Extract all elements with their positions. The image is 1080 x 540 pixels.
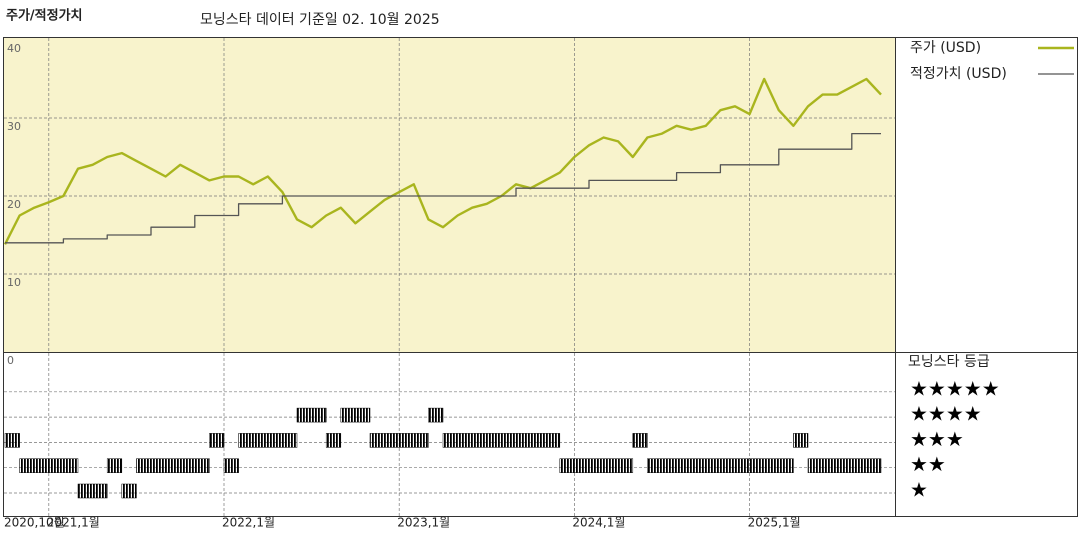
rating-bar (296, 407, 327, 423)
rating-bar (19, 458, 79, 473)
rating-bar (647, 458, 794, 473)
rating-bar (793, 433, 809, 448)
rating-label: ★★★★★ (910, 376, 1000, 400)
plot-background (4, 38, 895, 352)
x-tick-label: 2023,1월 (397, 516, 450, 530)
x-tick-label: 2025,1월 (748, 516, 801, 530)
rating-label: ★★ (910, 452, 946, 476)
rating-bar (4, 433, 20, 448)
rating-bar (223, 458, 239, 473)
y-tick-label: 10 (7, 276, 21, 289)
x-tick-label: 2024,1월 (572, 516, 625, 530)
chart-title: 주가/적정가치 (6, 8, 83, 24)
rating-label: ★★★★ (910, 402, 982, 426)
x-tick-label: 2020,10월 (4, 516, 65, 530)
rating-label: ★ (910, 478, 928, 502)
rating-bar (238, 433, 298, 448)
y-tick-label: 30 (7, 120, 21, 133)
rating-bar (106, 458, 123, 473)
rating-bar (807, 458, 882, 473)
rating-bar (428, 407, 444, 423)
rating-bar (136, 458, 210, 473)
rating-bar (369, 433, 429, 448)
series-line (3, 77, 882, 245)
y-tick-label: 20 (7, 198, 21, 211)
x-tick-label: 2022,1월 (222, 516, 275, 530)
y-tick-label: 40 (7, 42, 21, 55)
legend-label: 주가 (USD) (910, 40, 981, 56)
legend-label: 적정가치 (USD) (910, 66, 1007, 82)
rating-bar (559, 458, 634, 473)
rating-bar (340, 407, 371, 423)
rating-bar (632, 433, 648, 448)
rating-bar (209, 433, 225, 448)
y-tick-label: 0 (7, 354, 14, 367)
rating-title: 모닝스타 등급 (908, 354, 990, 370)
rating-bar (442, 433, 561, 448)
series-line (5, 132, 881, 244)
frame (3, 37, 1078, 517)
chart-subtitle: 모닝스타 데이터 기준일 02. 10월 2025 (200, 12, 440, 28)
rating-bar (121, 483, 137, 499)
rating-bar (325, 433, 342, 448)
rating-label: ★★★ (910, 427, 964, 451)
x-tick-label: 2021,1월 (47, 516, 100, 530)
rating-bar (77, 483, 108, 499)
